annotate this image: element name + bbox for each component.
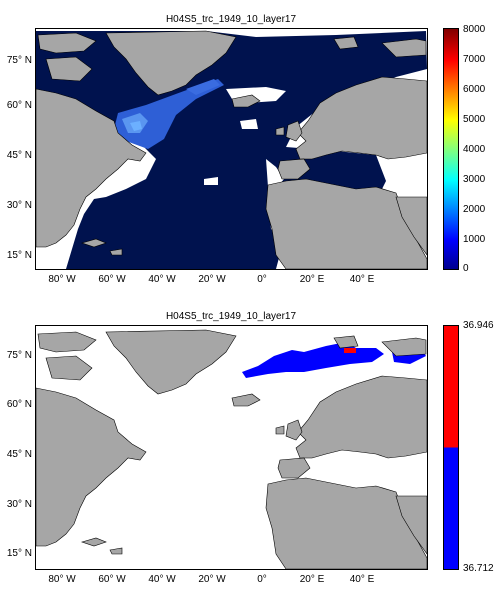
lon-tick: 80° W [48,574,76,585]
colorbar-1 [443,28,459,270]
colorbar-tick: 7000 [463,54,486,65]
lat-tick: 75° N [6,55,32,66]
lat-tick: 30° N [6,200,32,211]
red-region [344,348,356,353]
lon-tick: 40° E [349,574,375,585]
land-europe [295,375,427,459]
lat-tick: 60° N [6,399,32,410]
lat-tick: 45° N [6,150,32,161]
map-1-canvas [36,29,427,269]
map-2-canvas [36,326,427,569]
colorbar-tick: 1000 [463,234,486,245]
lon-tick: 60° W [98,574,126,585]
panel-2-title: H04S5_trc_1949_10_layer17 [165,311,297,322]
colorbar-2 [443,325,459,570]
lat-tick: 75° N [6,350,32,361]
lon-tick: 0° [257,574,267,585]
lon-tick: 80° W [48,274,76,285]
lon-tick: 20° W [198,274,226,285]
colorbar-tick: 6000 [463,84,486,95]
plume [114,79,224,149]
land-europe [295,76,427,160]
map-1-frame [35,28,428,270]
lat-tick: 45° N [6,449,32,460]
colorbar-2-max-label: 36.946 [463,320,494,331]
ocean-field [36,31,427,269]
lon-tick: 20° E [299,274,325,285]
land-north-america [36,88,147,248]
colorbar-tick: 4000 [463,144,486,155]
colorbar-tick: 2000 [463,204,486,215]
colorbar-2-min-label: 36.712 [463,563,494,574]
lon-tick: 40° W [148,274,176,285]
colorbar-tick: 5000 [463,114,486,125]
lat-tick: 60° N [6,100,32,111]
lat-tick: 15° N [6,250,32,261]
land-greenland [105,329,237,395]
lon-tick: 60° W [98,274,126,285]
lon-tick: 20° W [198,574,226,585]
land-greenland [105,30,237,96]
lon-tick: 20° E [299,574,325,585]
colorbar-tick: 8000 [463,24,486,35]
lon-tick: 40° E [349,274,375,285]
panel-1-title: H04S5_trc_1949_10_layer17 [165,14,297,25]
lat-tick: 30° N [6,499,32,510]
land-north-america [36,387,147,547]
colorbar-tick: 3000 [463,174,486,185]
lon-tick: 0° [257,274,267,285]
lon-tick: 40° W [148,574,176,585]
lat-tick: 15° N [6,548,32,559]
colorbar-tick: 0 [463,263,469,274]
map-2-frame [35,325,428,570]
